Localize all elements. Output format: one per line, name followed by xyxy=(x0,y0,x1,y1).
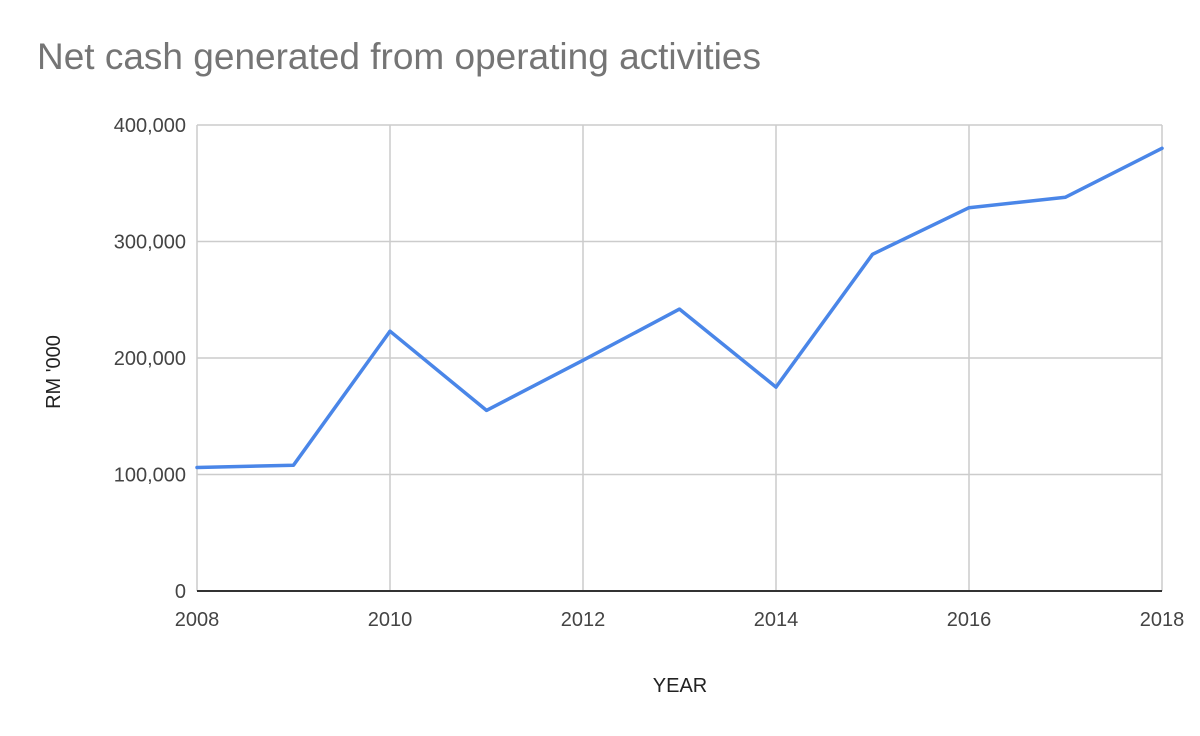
data-point xyxy=(774,385,778,389)
x-axis-title: YEAR xyxy=(653,675,707,697)
grid-layer xyxy=(196,124,1163,591)
y-tick-label: 400,000 xyxy=(114,115,186,137)
chart-title: Net cash generated from operating activi… xyxy=(37,36,761,77)
data-point xyxy=(1160,146,1164,150)
y-tick-label: 0 xyxy=(175,581,186,603)
data-point xyxy=(292,463,295,467)
y-tick-label: 300,000 xyxy=(114,232,186,254)
y-tick-label: 100,000 xyxy=(114,465,186,487)
data-point xyxy=(485,408,488,412)
series-layer xyxy=(195,146,1164,470)
data-point xyxy=(678,307,681,311)
data-point xyxy=(871,252,874,256)
label-layer: 0 100,000 200,000 300,000 400,000 2008 2010 201… xyxy=(114,115,1185,631)
x-tick-label: 2018 xyxy=(1140,609,1185,631)
y-tick-label: 200,000 xyxy=(114,348,186,370)
data-point xyxy=(581,358,585,362)
x-tick-label: 2010 xyxy=(368,609,413,631)
data-point xyxy=(195,466,199,470)
data-point xyxy=(967,206,971,210)
data-point xyxy=(1064,195,1067,199)
x-tick-label: 2014 xyxy=(754,609,799,631)
data-point xyxy=(388,329,392,333)
x-tick-label: 2008 xyxy=(175,609,220,631)
y-axis-title: RM '000 xyxy=(43,335,65,409)
x-tick-label: 2012 xyxy=(561,609,606,631)
x-tick-label: 2016 xyxy=(947,609,992,631)
